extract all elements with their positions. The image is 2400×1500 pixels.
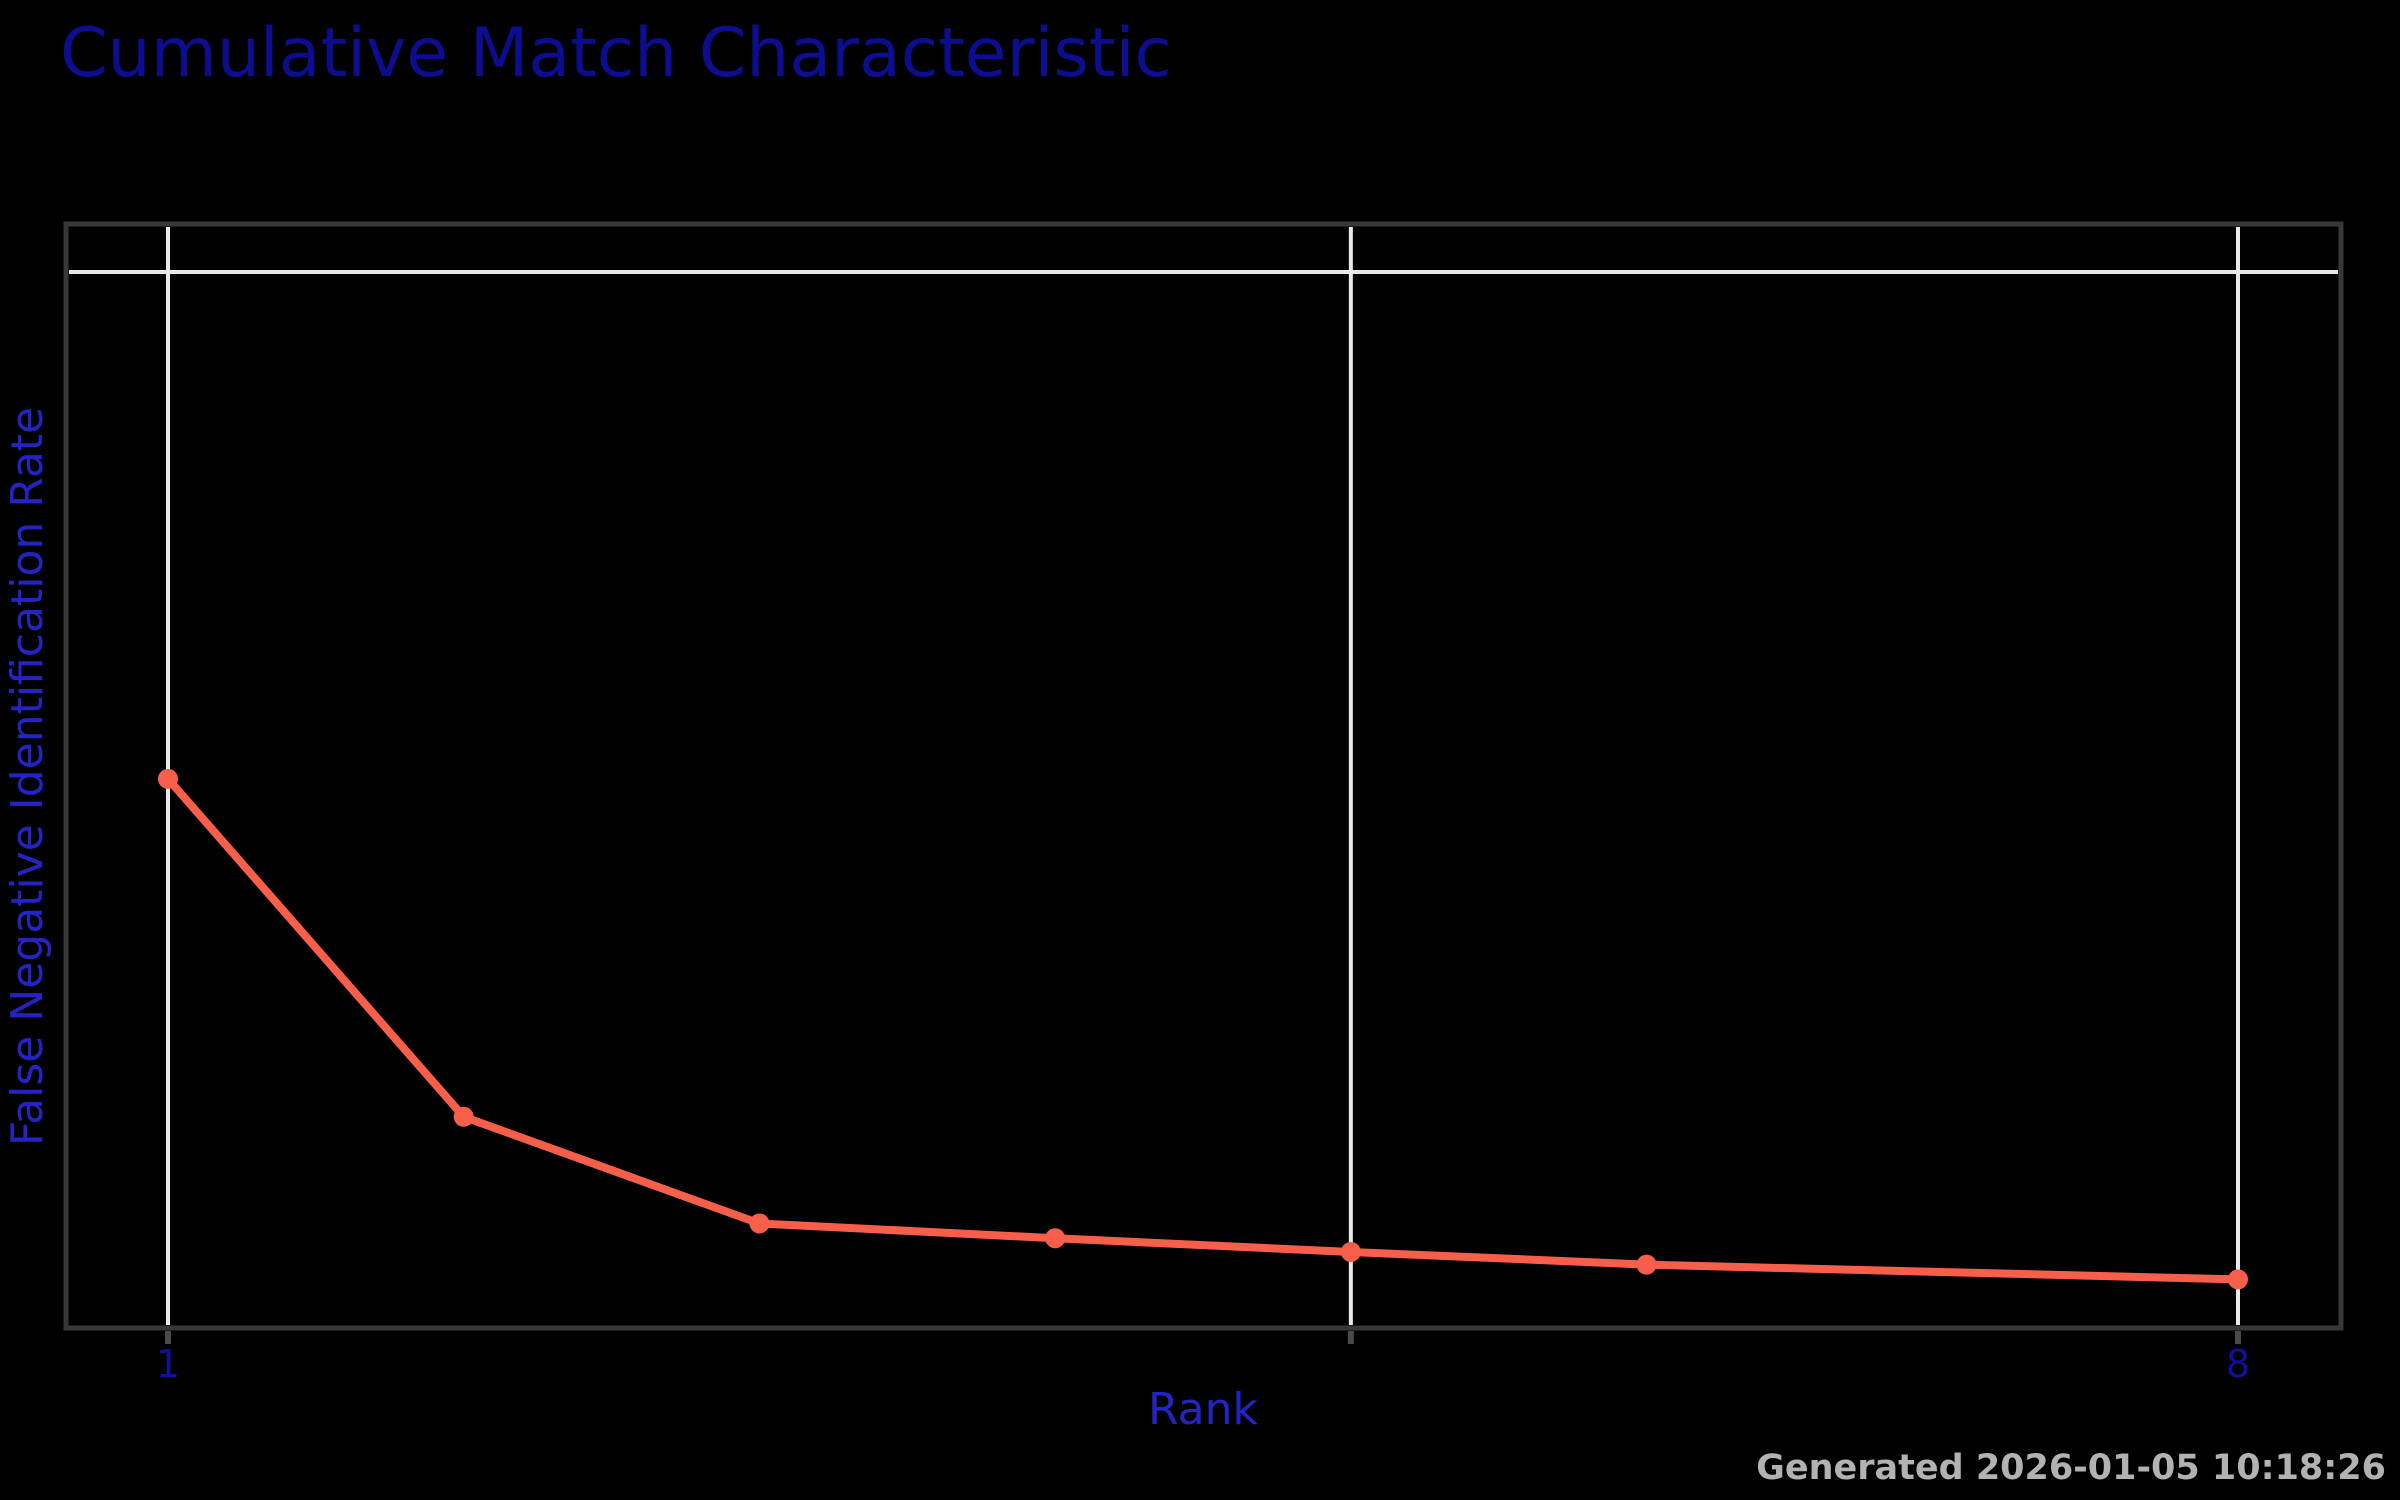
data-point-marker — [2228, 1269, 2248, 1290]
data-point-marker — [1636, 1254, 1657, 1275]
data-point-marker — [453, 1106, 474, 1127]
x-axis-label: Rank — [1148, 1384, 1258, 1435]
generated-timestamp: Generated 2026-01-05 10:18:26 — [1756, 1448, 2386, 1488]
data-point-marker — [158, 768, 178, 789]
y-axis-label: False Negative Identification Rate — [2, 406, 54, 1146]
data-point-marker — [749, 1213, 770, 1234]
data-point-marker — [1340, 1241, 1361, 1262]
x-tick-label-1: 1 — [155, 1342, 181, 1386]
y-axis-label-box: False Negative Identification Rate — [0, 224, 56, 1328]
chart-title: Cumulative Match Characteristic — [60, 14, 1172, 93]
plot-border — [63, 221, 2344, 1331]
x-tick-label-8: 8 — [2225, 1342, 2251, 1386]
cmc-curve — [164, 774, 2242, 1284]
data-point-marker — [1045, 1228, 1066, 1249]
